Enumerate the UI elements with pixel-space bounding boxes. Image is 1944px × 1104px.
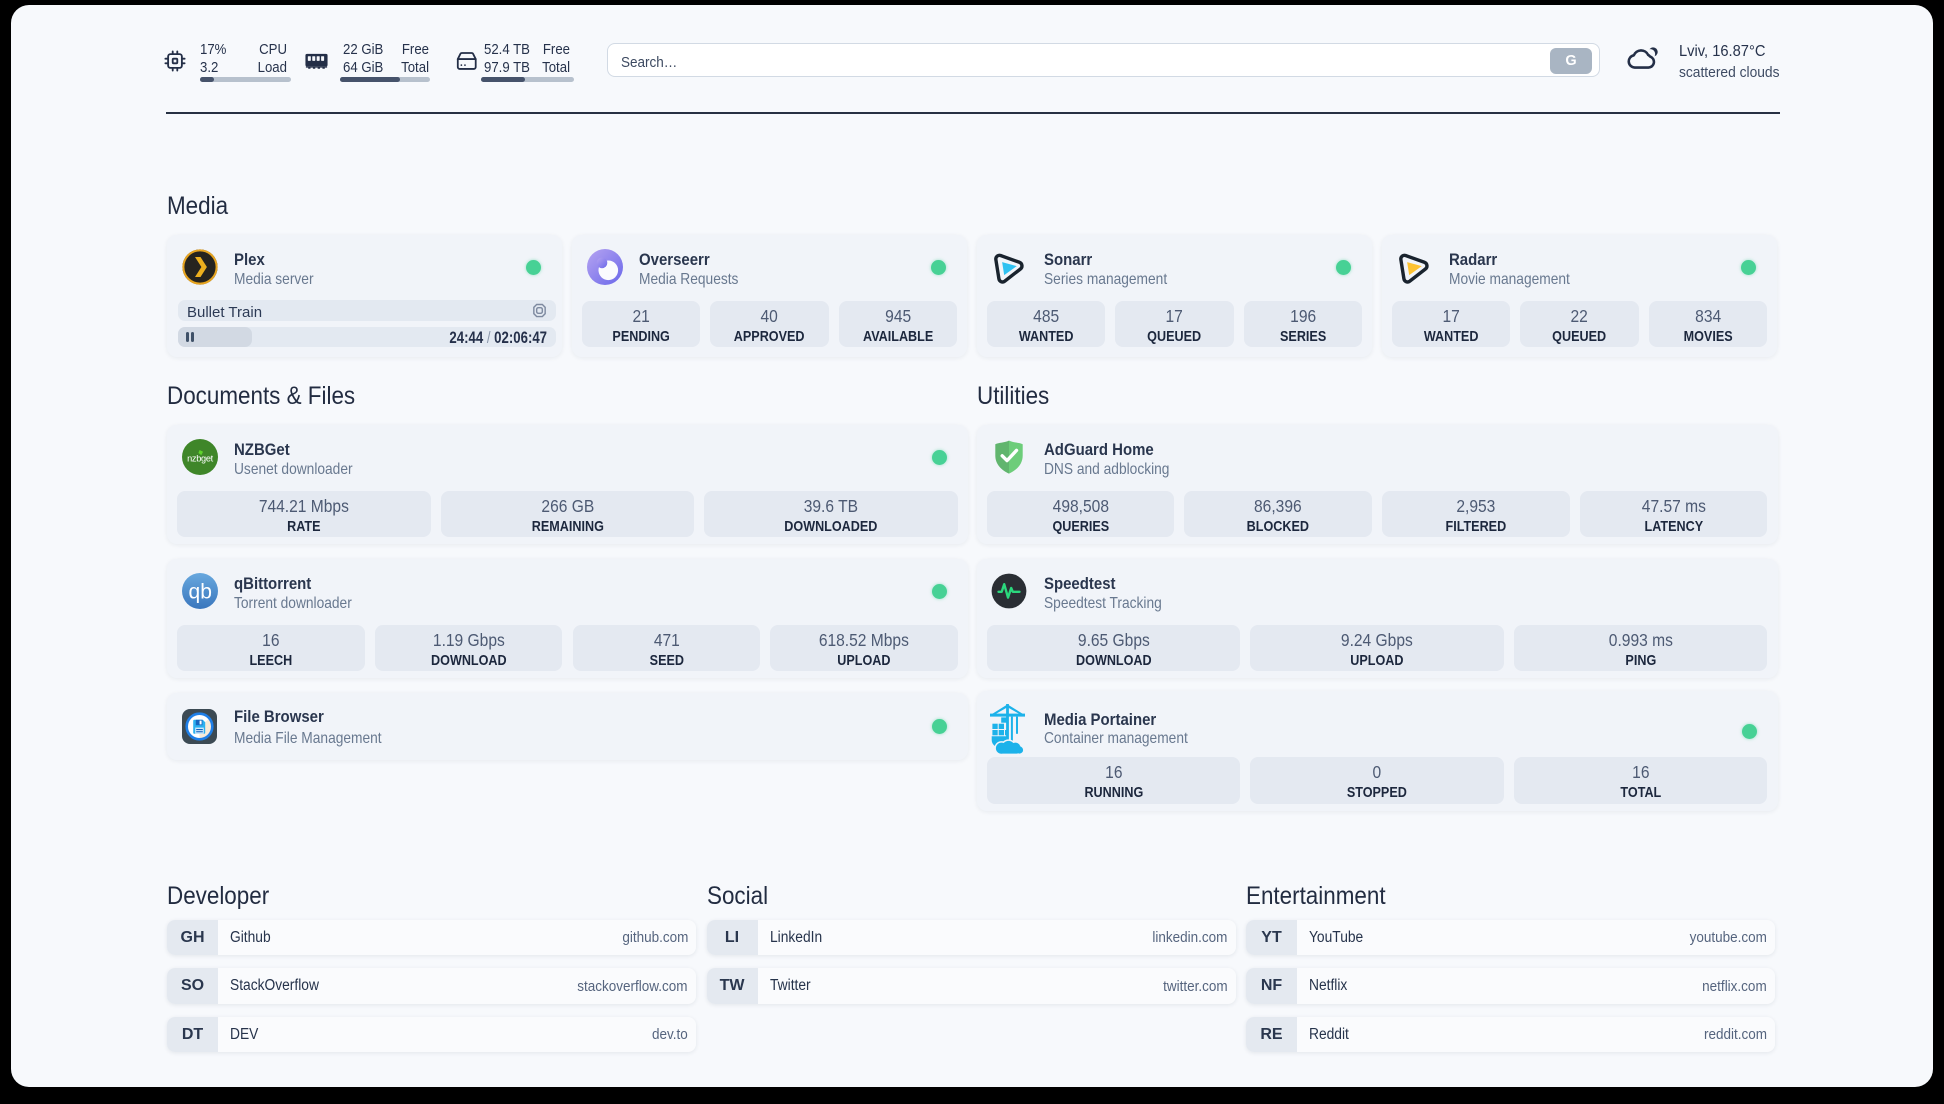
svg-text:nzbget: nzbget [187, 454, 214, 464]
svg-text:qb: qb [188, 581, 211, 604]
